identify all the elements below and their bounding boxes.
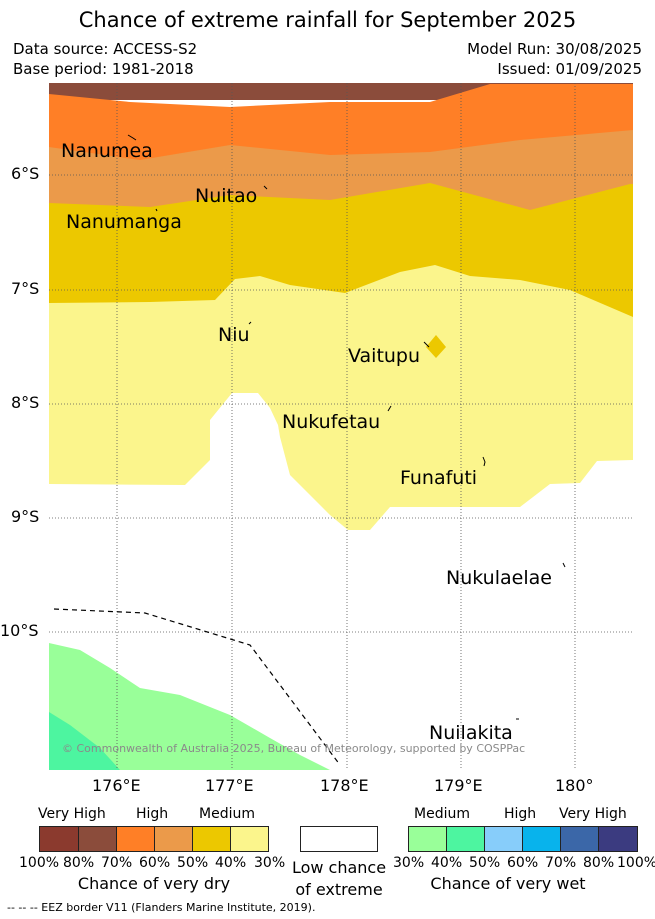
- wet-tick: 50%: [469, 855, 501, 871]
- wet-tick: 60%: [507, 855, 539, 871]
- base-period: Base period: 1981-2018: [13, 60, 194, 78]
- lat-tick: 10°S: [0, 621, 39, 640]
- model-run: Model Run: 30/08/2025: [467, 40, 642, 58]
- place-label-funafuti: Funafuti: [400, 467, 478, 489]
- wet-level-very-high: Very High: [559, 806, 627, 822]
- dry-swatch: [117, 827, 155, 851]
- dry-tick: 40%: [215, 855, 247, 871]
- wet-medium-band: [49, 643, 330, 770]
- wet-swatch: [561, 827, 599, 851]
- wet-swatch: [447, 827, 485, 851]
- dry-tick: 100%: [19, 855, 60, 871]
- wet-tick: 40%: [431, 855, 463, 871]
- dry-swatch: [40, 827, 79, 851]
- wet-tick: 80%: [583, 855, 615, 871]
- lat-tick: 9°S: [11, 507, 40, 526]
- place-label-nanumanga: Nanumanga: [66, 211, 182, 233]
- place-label-vaitupu: Vaitupu: [348, 345, 421, 367]
- dry-tick: 30%: [254, 855, 286, 871]
- wet-tick: 30%: [393, 855, 425, 871]
- wet-swatch: [485, 827, 523, 851]
- low-chance-swatch: [300, 826, 378, 852]
- wet-swatch: [523, 827, 561, 851]
- lon-tick: 179°E: [434, 776, 483, 795]
- wet-medium-high-band: [49, 712, 120, 770]
- dry-medium-patch: [426, 335, 446, 358]
- lat-tick: 7°S: [11, 279, 40, 298]
- dry-swatch: [231, 827, 268, 851]
- place-label-niu: Niu: [218, 324, 250, 346]
- dry-level-high: High: [136, 806, 169, 822]
- wet-swatch: [409, 827, 447, 851]
- eez-footer-note: -- -- -- EEZ border V11 (Flanders Marine…: [7, 901, 316, 914]
- dry-caption: Chance of very dry: [77, 874, 231, 893]
- dry-level-very-high: Very High: [38, 806, 106, 822]
- dry-level-medium: Medium: [199, 806, 255, 822]
- copyright-notice: © Commonwealth of Australia 2025, Bureau…: [62, 742, 526, 755]
- dry-swatch: [79, 827, 117, 851]
- wet-tick: 70%: [545, 855, 577, 871]
- map-title: Chance of extreme rainfall for September…: [78, 8, 577, 32]
- low-chance-caption-2: of extreme: [295, 880, 383, 899]
- wet-colorbar: [408, 826, 638, 852]
- dry-swatch: [193, 827, 231, 851]
- wet-caption: Chance of very wet: [430, 874, 586, 893]
- dry-low-band: [49, 265, 633, 530]
- issued-date: Issued: 01/09/2025: [497, 60, 642, 78]
- dry-tick: 60%: [139, 855, 171, 871]
- dry-colorbar: [39, 826, 269, 852]
- place-label-nuitao: Nuitao: [195, 185, 258, 207]
- data-source: Data source: ACCESS-S2: [13, 40, 198, 58]
- dry-swatch: [155, 827, 193, 851]
- wet-level-high: High: [504, 806, 537, 822]
- island-outlines: [127, 134, 566, 720]
- lat-tick: 8°S: [11, 393, 40, 412]
- lon-tick: 177°E: [205, 776, 254, 795]
- low-chance-caption-1: Low chance: [291, 858, 387, 877]
- place-label-nukufetau: Nukufetau: [282, 411, 381, 433]
- wet-level-medium: Medium: [414, 806, 470, 822]
- place-label-nanumea: Nanumea: [61, 140, 153, 162]
- wet-swatch: [599, 827, 637, 851]
- lon-tick: 178°E: [320, 776, 369, 795]
- lat-tick: 6°S: [11, 164, 40, 183]
- place-label-nuilakita: Nuilakita: [429, 722, 513, 744]
- dry-tick: 70%: [101, 855, 133, 871]
- probability-field: [49, 83, 633, 770]
- lon-tick: 176°E: [92, 776, 141, 795]
- wet-tick: 100%: [617, 855, 655, 871]
- place-label-nukulaelae: Nukulaelae: [446, 567, 552, 589]
- dry-tick: 50%: [177, 855, 209, 871]
- dry-tick: 80%: [63, 855, 95, 871]
- eez-border: [53, 608, 341, 766]
- lon-tick: 180°: [555, 776, 594, 795]
- gridlines: [49, 83, 633, 770]
